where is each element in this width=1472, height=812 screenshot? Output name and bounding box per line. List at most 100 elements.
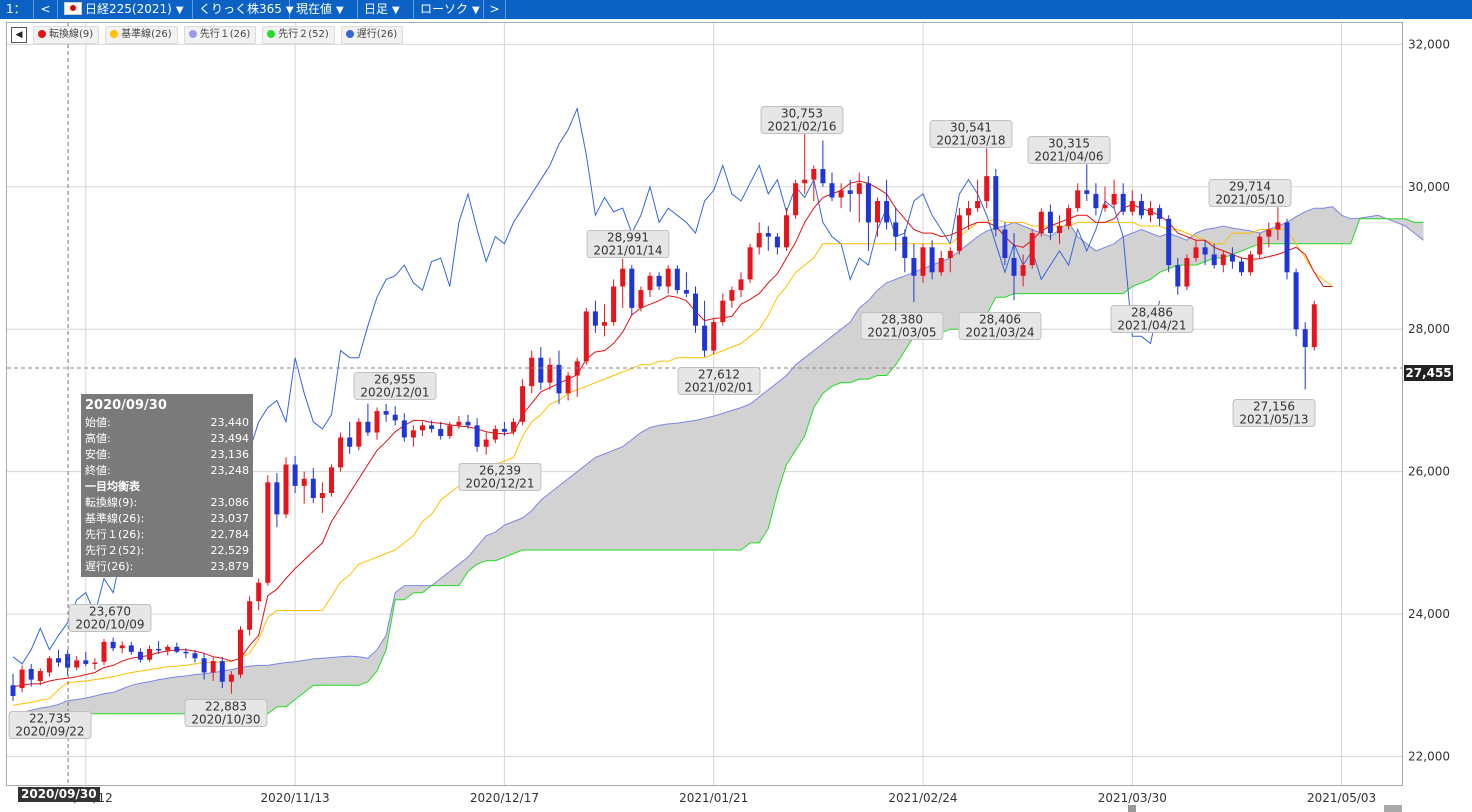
candle [756, 222, 762, 255]
candle [938, 250, 944, 276]
candle [137, 648, 143, 663]
candle-body-up [1148, 208, 1153, 216]
candle [1157, 204, 1163, 226]
candle-body-up [602, 322, 607, 326]
cloud-area [13, 206, 1424, 736]
x-tick-label: 2021/01/21 [679, 791, 748, 805]
annotation-date: 2020/10/30 [191, 713, 260, 727]
tooltip-row-value: 23,879 [210, 560, 250, 573]
candle [1102, 186, 1108, 212]
candle-body-down [274, 482, 280, 515]
legend-dot-icon [38, 30, 46, 38]
cursor-date-badge: 2020/09/30 [18, 787, 100, 802]
legend-dot-icon [188, 30, 197, 38]
candle [1166, 215, 1172, 273]
tenkan-line [12, 180, 1333, 688]
annotation-date: 2020/12/21 [465, 477, 534, 491]
candle-body-up [374, 411, 380, 433]
legend-item[interactable]: 先行２(52) [262, 26, 335, 44]
candle [1148, 201, 1153, 223]
candle-body-up [1111, 193, 1117, 205]
candle-body-up [1257, 236, 1263, 255]
candle [984, 148, 990, 209]
candle-body-down [219, 661, 225, 682]
candle-body-up [1266, 229, 1272, 237]
candle [410, 425, 416, 447]
candle-body-up [46, 658, 52, 673]
candle [483, 432, 489, 455]
legend-item[interactable]: 基準線(26) [105, 26, 178, 44]
tooltip-row-label: 終値: [85, 464, 111, 477]
candle [128, 641, 134, 655]
annotation-box [677, 367, 761, 395]
candle [1284, 218, 1290, 280]
candle-body-up [920, 247, 926, 276]
candle [1120, 183, 1126, 216]
legend-collapse-button[interactable]: ◀ [11, 27, 27, 43]
scroll-handle-left[interactable] [1128, 805, 1136, 812]
market-dropdown[interactable]: くりっく株365 ▼ [193, 0, 294, 19]
price-type-dropdown[interactable]: 現在値 ▼ [290, 0, 358, 19]
candle-body-up [838, 190, 844, 198]
candle [228, 671, 234, 694]
annotation-date: 2020/10/09 [75, 618, 144, 632]
chart-type-dropdown[interactable]: ローソク ▼ [414, 0, 484, 19]
annotation-value: 22,883 [205, 700, 247, 714]
tooltip-row: 転換線(9): 23,086 [85, 495, 249, 511]
candle-body-down [1239, 261, 1244, 273]
legend-item[interactable]: 遅行(26) [340, 26, 404, 44]
legend-label: 遅行(26) [356, 29, 398, 40]
candle-body-up [420, 425, 425, 431]
candle [665, 265, 671, 294]
candle-body-down [1284, 222, 1290, 273]
candle-body-down [893, 222, 899, 237]
annotation-date: 2021/03/24 [965, 326, 1034, 340]
tooltip-row-label: 先行１(26): [85, 528, 145, 541]
scroll-handle-right[interactable] [1384, 805, 1402, 812]
candle [1011, 233, 1017, 301]
tooltip-row-label: 転換線(9): [85, 496, 138, 509]
candlesticks [10, 133, 1317, 701]
candle [1066, 204, 1072, 230]
x-tick-label: 2020/11/13 [261, 791, 330, 805]
nav-prev-button[interactable]: < [34, 0, 58, 19]
annotation-value: 26,955 [374, 373, 416, 387]
candle-body-down [28, 668, 34, 680]
period-dropdown[interactable]: 日足 ▼ [358, 0, 414, 19]
legend-item[interactable]: 転換線(9) [33, 26, 100, 44]
candle-body-down [1229, 254, 1235, 262]
candle [1202, 240, 1208, 266]
annotation-value: 28,406 [979, 313, 1021, 327]
candle-body-down [192, 653, 198, 659]
candle [565, 371, 571, 401]
candle-body-up [756, 233, 762, 248]
nav-next-button[interactable]: > [484, 0, 506, 19]
chart-plot-area[interactable] [6, 22, 1403, 786]
candle-body-up [738, 279, 744, 291]
candle [592, 300, 598, 333]
candle [620, 258, 626, 308]
candle [92, 658, 98, 670]
instrument-label: 日経225(2021) [85, 2, 172, 16]
candle-body-down [674, 268, 680, 291]
annotation-value: 28,380 [881, 313, 923, 327]
candle [1038, 208, 1044, 237]
candle-body-down [83, 660, 89, 664]
candle-body-up [611, 286, 617, 323]
candle [865, 176, 871, 251]
x-tick-label: 2021/02/24 [888, 791, 957, 805]
candle-body-up [147, 648, 152, 660]
candle [256, 578, 262, 611]
candle-body-up [19, 669, 25, 689]
candle [693, 286, 698, 333]
candle [365, 403, 371, 437]
instrument-dropdown[interactable]: 日経225(2021) ▼ [58, 0, 193, 19]
y-tick-label: 32,000 [1408, 37, 1450, 51]
candle-body-up [1129, 201, 1135, 212]
y-tick-label: 28,000 [1408, 322, 1450, 336]
annotation-box [1208, 179, 1292, 207]
legend-item[interactable]: 先行１(26) [183, 26, 257, 44]
candle [856, 172, 862, 223]
